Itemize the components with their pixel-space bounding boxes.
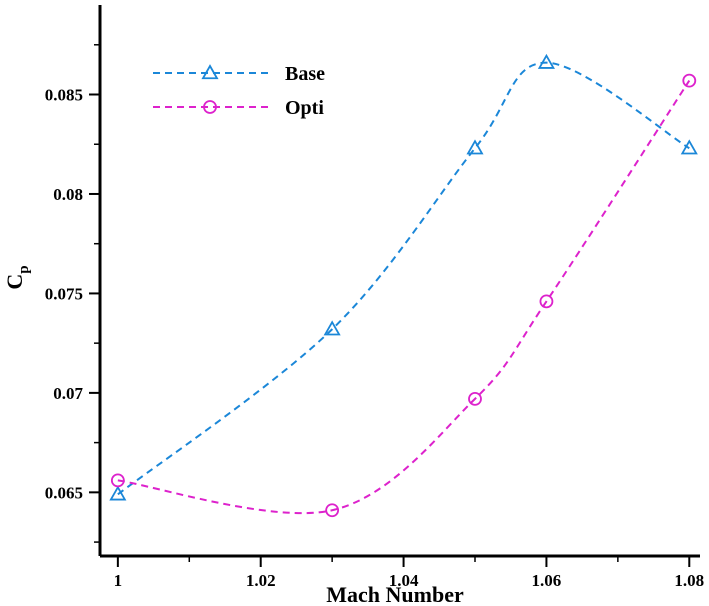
x-axis-title: Mach Number bbox=[326, 582, 464, 606]
data-point-opti bbox=[468, 391, 482, 406]
legend: Base Opti bbox=[153, 63, 325, 119]
legend-marker bbox=[201, 64, 219, 80]
data-point-opti bbox=[110, 473, 125, 488]
data-point-opti bbox=[325, 503, 340, 518]
series-base bbox=[109, 53, 698, 501]
data-point-opti bbox=[682, 73, 697, 88]
data-point-base bbox=[537, 53, 555, 69]
x-tick-label: 1.04 bbox=[389, 571, 419, 590]
data-point-base bbox=[466, 139, 484, 155]
x-tick-label: 1.08 bbox=[674, 571, 704, 590]
y-tick-label: 0.07 bbox=[53, 384, 83, 403]
legend-label: Opti bbox=[285, 97, 324, 119]
data-point-base bbox=[109, 485, 127, 501]
data-point-base bbox=[323, 320, 341, 336]
y-tick-label: 0.075 bbox=[45, 284, 83, 303]
y-tick-label: 0.085 bbox=[45, 86, 83, 105]
y-axis-title-main: Cp bbox=[2, 265, 32, 289]
data-point-opti bbox=[539, 294, 554, 309]
series-line-base bbox=[117, 61, 690, 496]
legend-label: Base bbox=[285, 63, 325, 85]
axes bbox=[98, 5, 700, 558]
y-axis-title-letter: C bbox=[2, 274, 27, 290]
y-axis-title: Cp bbox=[2, 265, 32, 289]
series-opti bbox=[110, 73, 697, 518]
ticks: 1 1.02 1.04 1.06 1.08 0.065 0.07 0.075 0.08 0.085 bbox=[45, 44, 704, 590]
x-tick-label: 1 bbox=[114, 571, 123, 590]
legend-item-opti: Opti bbox=[153, 97, 324, 119]
y-tick-label: 0.065 bbox=[45, 483, 83, 502]
x-tick-label: 1.02 bbox=[246, 571, 276, 590]
data-point-base bbox=[680, 139, 698, 155]
series-line-opti bbox=[117, 80, 691, 515]
y-axis-title-subscript: p bbox=[16, 265, 32, 273]
series-layer bbox=[109, 53, 698, 518]
x-tick-label: 1.06 bbox=[532, 571, 562, 590]
legend-marker bbox=[203, 100, 217, 114]
legend-item-base: Base bbox=[153, 63, 325, 85]
y-tick-label: 0.08 bbox=[53, 185, 83, 204]
